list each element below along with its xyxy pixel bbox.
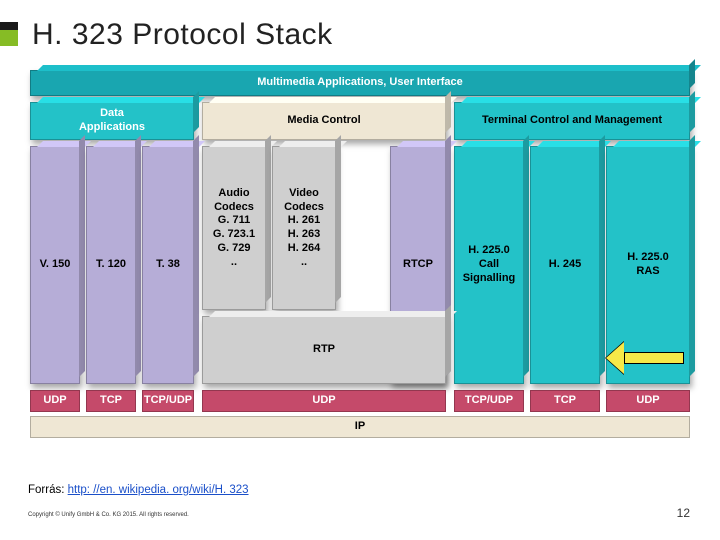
col-h225-call-label: H. 225.0 Call Signalling <box>459 242 520 287</box>
col-h245-label: H. 245 <box>545 256 585 274</box>
col-v150-label: V. 150 <box>36 256 75 274</box>
copyright-text: Copyright © Unify GmbH & Co. KG 2015. Al… <box>28 512 189 518</box>
section-media-control: Media Control <box>202 102 446 140</box>
layer-top-label: Multimedia Applications, User Interface <box>253 74 467 92</box>
col-h225-call: H. 225.0 Call Signalling <box>454 146 524 384</box>
col-t120-label: T. 120 <box>92 256 130 274</box>
slide-accent <box>0 22 18 46</box>
col-v150: V. 150 <box>30 146 80 384</box>
source-prefix: Forrás: <box>28 484 68 496</box>
transport-6: UDP <box>606 390 690 412</box>
transport-1-label: TCP <box>96 392 126 410</box>
transport-5: TCP <box>530 390 600 412</box>
arrow-icon <box>606 342 684 374</box>
page-number: 12 <box>677 506 690 520</box>
col-audio: Audio Codecs G. 711 G. 723.1 G. 729 .. <box>202 146 266 310</box>
transport-3-label: UDP <box>308 392 339 410</box>
section-data-apps-label: Data Applications <box>75 105 149 137</box>
col-h245: H. 245 <box>530 146 600 384</box>
col-video: Video Codecs H. 261 H. 263 H. 264 .. <box>272 146 336 310</box>
transport-3: UDP <box>202 390 446 412</box>
transport-1: TCP <box>86 390 136 412</box>
col-audio-label: Audio Codecs G. 711 G. 723.1 G. 729 .. <box>209 185 259 272</box>
col-t38: T. 38 <box>142 146 194 384</box>
transport-2-label: TCP/UDP <box>140 392 196 410</box>
col-rtcp-label: RTCP <box>399 256 437 274</box>
h323-diagram: Multimedia Applications, User Interface … <box>30 64 696 452</box>
transport-0-label: UDP <box>39 392 70 410</box>
source-link[interactable]: http: //en. wikipedia. org/wiki/H. 323 <box>68 484 249 496</box>
transport-4-label: TCP/UDP <box>461 392 517 410</box>
section-media-control-label: Media Control <box>283 112 364 130</box>
ip-label: IP <box>351 418 369 436</box>
transport-0: UDP <box>30 390 80 412</box>
transport-4: TCP/UDP <box>454 390 524 412</box>
col-h225-ras-label: H. 225.0 RAS <box>623 249 673 281</box>
slide-title: H. 323 Protocol Stack <box>32 18 692 52</box>
section-data-apps: Data Applications <box>30 102 194 140</box>
layer-top: Multimedia Applications, User Interface <box>30 70 690 96</box>
section-terminal-control-label: Terminal Control and Management <box>478 112 666 130</box>
transport-5-label: TCP <box>550 392 580 410</box>
col-t120: T. 120 <box>86 146 136 384</box>
section-terminal-control: Terminal Control and Management <box>454 102 690 140</box>
ip-layer: IP <box>30 416 690 438</box>
transport-2: TCP/UDP <box>142 390 194 412</box>
col-video-label: Video Codecs H. 261 H. 263 H. 264 .. <box>280 185 328 272</box>
source-line: Forrás: http: //en. wikipedia. org/wiki/… <box>28 484 249 496</box>
transport-6-label: UDP <box>632 392 663 410</box>
rtp-box: RTP <box>202 316 446 384</box>
rtp-label: RTP <box>309 341 339 359</box>
col-t38-label: T. 38 <box>152 256 184 274</box>
